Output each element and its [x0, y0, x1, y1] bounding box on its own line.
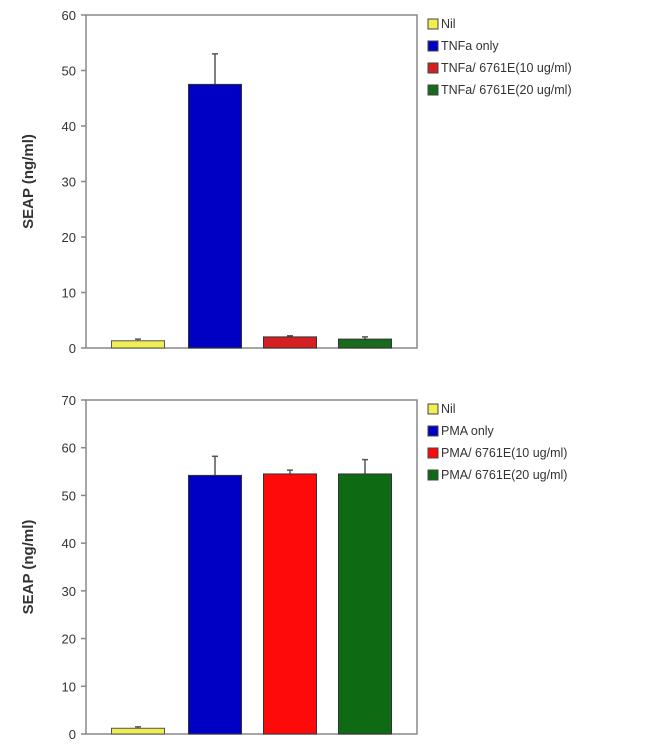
y-tick-label: 30 — [62, 584, 76, 599]
legend-label: TNFa only — [441, 39, 499, 53]
bar — [263, 473, 317, 735]
y-tick-label: 20 — [62, 230, 76, 245]
bar — [111, 727, 165, 735]
legend-label: Nil — [441, 17, 456, 31]
y-tick-label: 40 — [62, 536, 76, 551]
y-tick-label: 30 — [62, 175, 76, 190]
y-axis-label: SEAP (ng/ml) — [20, 520, 37, 615]
plot-frame — [85, 399, 418, 735]
legend-label: PMA/ 6761E(10 ug/ml) — [441, 446, 567, 460]
y-tick-label: 50 — [62, 488, 76, 503]
legend-swatch — [427, 84, 439, 96]
chart-panel-2: 0 10 20 30 40 50 60 70 SEAP (ng/ml) Nil PMA only PM… — [20, 393, 567, 742]
y-tick-label: 10 — [62, 679, 76, 694]
legend-swatch — [427, 403, 439, 415]
chart-panel-1: 0 10 20 30 40 50 60 SEAP (ng/ml) Nil TNFa only TNF… — [20, 8, 572, 356]
y-axis-label: SEAP (ng/ml) — [20, 134, 37, 229]
y-tick-label: 20 — [62, 632, 76, 647]
legend-swatch — [427, 40, 439, 52]
legend-label: TNFa/ 6761E(20 ug/ml) — [441, 83, 572, 97]
y-tick-label: 10 — [62, 286, 76, 301]
bar — [188, 474, 242, 735]
plot-frame — [85, 14, 418, 349]
bar — [338, 473, 392, 735]
y-tick-label: 70 — [62, 393, 76, 408]
bar — [111, 340, 165, 349]
y-tick-label: 0 — [69, 727, 76, 742]
y-tick-label: 40 — [62, 119, 76, 134]
y-tick-label: 60 — [62, 8, 76, 23]
legend-swatch — [427, 469, 439, 481]
legend-label: PMA only — [441, 424, 495, 438]
legend-swatch — [427, 447, 439, 459]
legend-label: PMA/ 6761E(20 ug/ml) — [441, 468, 567, 482]
legend-swatch — [427, 18, 439, 30]
legend-swatch — [427, 425, 439, 437]
y-tick-label: 0 — [69, 341, 76, 356]
legend-label: Nil — [441, 402, 456, 416]
bar — [188, 83, 242, 349]
y-tick-label: 50 — [62, 64, 76, 79]
legend-label: TNFa/ 6761E(10 ug/ml) — [441, 61, 572, 75]
legend-swatch — [427, 62, 439, 74]
bar — [338, 338, 392, 349]
bar — [263, 336, 317, 349]
y-tick-label: 60 — [62, 441, 76, 456]
